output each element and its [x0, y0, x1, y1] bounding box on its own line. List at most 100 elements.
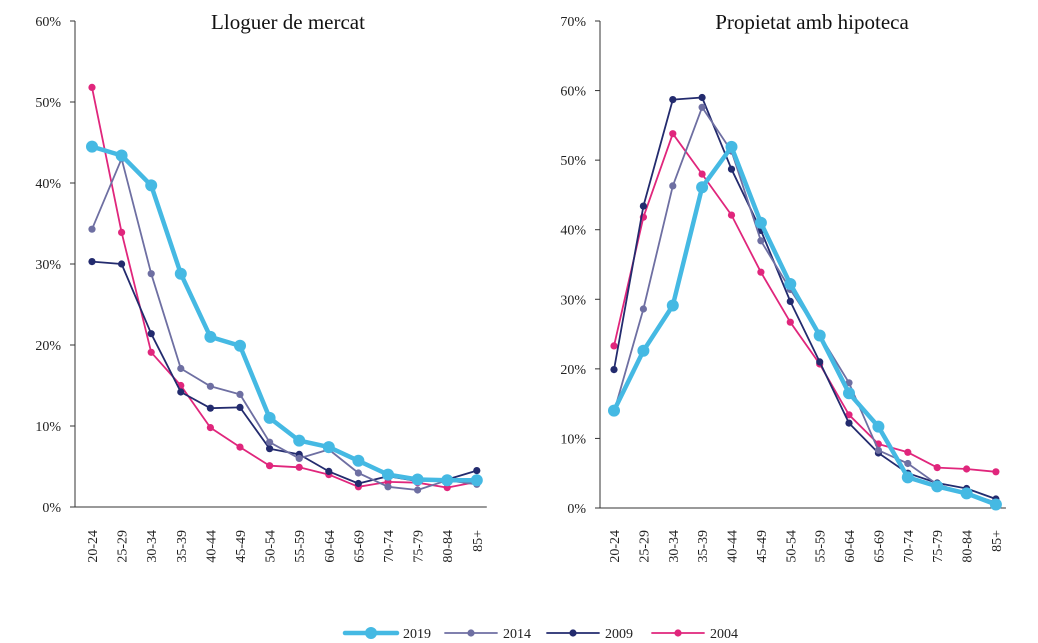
y-tick-label: 30%	[35, 258, 61, 273]
data-point	[322, 441, 335, 454]
x-tick-label: 60-64	[323, 530, 338, 563]
x-tick-label: 45-49	[234, 530, 249, 563]
axes: 0% 10% 20% 30% 40% 50% 60% 70% 20-24 25-29 30-34 35…	[560, 15, 1006, 563]
data-point	[266, 445, 274, 453]
x-tick-label: 55-59	[814, 530, 829, 563]
x-tick-label: 80-84	[961, 530, 976, 563]
x-tick-label: 30-34	[667, 530, 682, 563]
legend-item-2019: 2019	[342, 627, 431, 642]
data-point	[725, 140, 738, 153]
x-tick-label: 75-79	[931, 530, 946, 563]
data-point	[784, 278, 797, 290]
data-point	[813, 329, 826, 342]
data-point	[816, 358, 824, 366]
x-tick-label: 40-44	[204, 530, 219, 563]
data-point	[354, 469, 362, 477]
data-point	[754, 216, 767, 229]
data-point	[992, 468, 1000, 476]
data-point	[266, 438, 274, 446]
x-tick-label: 35-39	[175, 530, 190, 563]
data-point	[473, 467, 481, 475]
legend-swatch-marker	[467, 629, 475, 637]
y-tick-label: 70%	[560, 15, 586, 30]
x-tick-label: 70-74	[382, 530, 397, 563]
data-point	[904, 459, 912, 468]
x-tick-label: 55-59	[293, 530, 308, 563]
data-point	[757, 268, 765, 276]
data-point	[727, 211, 736, 219]
data-point	[610, 366, 618, 374]
data-point	[411, 473, 424, 486]
series-2009	[610, 93, 1000, 503]
data-point	[88, 225, 96, 233]
series-line	[613, 132, 997, 473]
data-point	[88, 83, 96, 91]
data-point	[904, 448, 912, 456]
data-point	[354, 479, 362, 488]
x-tick-label: 65-69	[352, 530, 367, 563]
data-point	[204, 330, 217, 343]
data-point	[382, 468, 394, 481]
data-point	[293, 434, 306, 447]
y-tick-label: 10%	[35, 420, 61, 435]
data-point	[963, 465, 971, 473]
data-point	[147, 330, 155, 338]
data-point	[86, 140, 98, 153]
legend-item-2014: 2014	[444, 627, 531, 642]
data-point	[236, 403, 244, 411]
data-point	[441, 474, 454, 487]
data-point	[845, 379, 853, 387]
data-point	[696, 181, 709, 194]
y-tick-label: 0%	[42, 501, 61, 516]
data-point	[610, 342, 618, 350]
y-tick-label: 0%	[567, 502, 586, 517]
x-tick-label: 30-34	[145, 530, 160, 563]
data-point	[874, 446, 883, 454]
data-point	[608, 404, 620, 417]
legend: 2019 2014 2009 2004	[342, 627, 738, 642]
data-point	[352, 454, 365, 467]
data-point	[786, 297, 794, 305]
legend-item-2004: 2004	[651, 627, 738, 642]
x-tick-label: 70-74	[902, 530, 917, 563]
data-point	[698, 103, 706, 111]
series-2019	[86, 140, 483, 487]
data-point	[236, 390, 244, 398]
data-point	[325, 467, 333, 475]
data-point	[727, 165, 736, 173]
data-point	[206, 404, 214, 412]
data-point	[960, 487, 973, 500]
data-point	[845, 419, 853, 427]
legend-label: 2009	[605, 627, 633, 642]
series-2009	[88, 258, 481, 488]
data-point	[669, 130, 677, 138]
data-point	[115, 149, 128, 162]
legend-item-2009: 2009	[546, 627, 633, 642]
data-point	[669, 96, 677, 104]
legend-label: 2014	[503, 627, 531, 642]
series-2019	[608, 140, 1002, 511]
data-point	[639, 305, 648, 313]
data-point	[637, 344, 650, 357]
y-tick-label: 60%	[35, 15, 61, 30]
data-point	[147, 348, 155, 356]
x-tick-label: 65-69	[872, 530, 887, 563]
series-line	[91, 157, 478, 491]
series-2004	[610, 130, 1000, 476]
y-tick-label: 50%	[35, 96, 61, 111]
data-point	[174, 267, 187, 280]
data-point	[384, 483, 392, 491]
x-tick-label: 80-84	[441, 530, 456, 563]
x-tick-label: 85+	[990, 530, 1005, 552]
data-point	[206, 424, 214, 432]
x-tick-label: 25-29	[116, 530, 131, 563]
legend-label: 2004	[710, 627, 738, 642]
data-point	[933, 464, 941, 472]
data-point	[177, 364, 185, 373]
x-tick-label: 25-29	[637, 530, 652, 563]
legend-swatch-marker	[674, 629, 682, 637]
series-line	[613, 96, 997, 500]
x-tick-label: 50-54	[784, 530, 799, 563]
data-point	[266, 462, 274, 470]
x-tick-label: 50-54	[264, 530, 279, 563]
